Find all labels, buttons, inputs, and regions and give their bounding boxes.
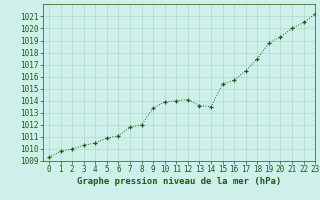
X-axis label: Graphe pression niveau de la mer (hPa): Graphe pression niveau de la mer (hPa) <box>77 177 281 186</box>
